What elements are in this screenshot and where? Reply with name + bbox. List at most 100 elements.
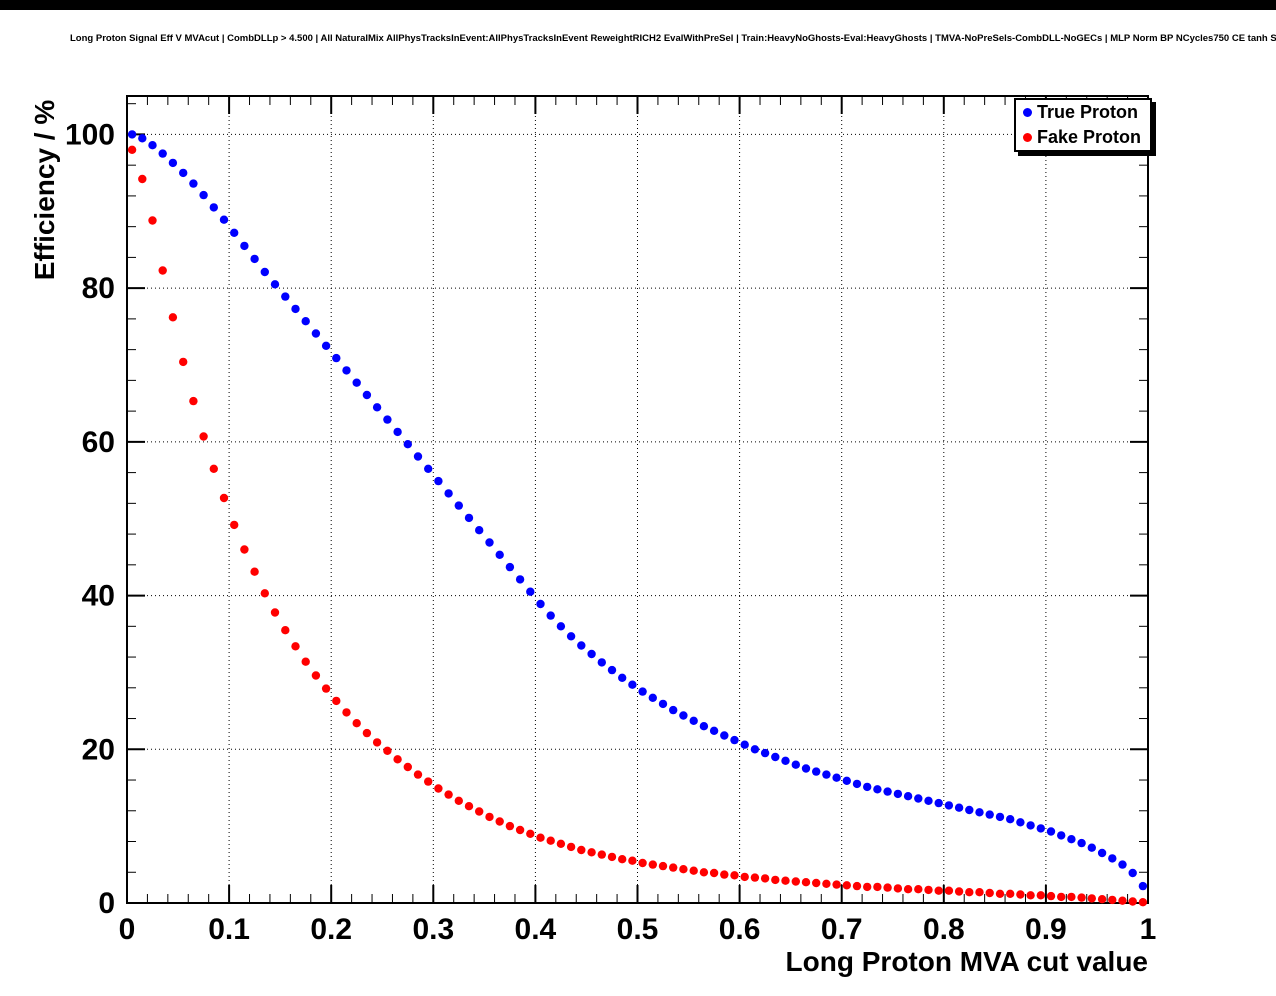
data-point (240, 241, 249, 251)
data-point (179, 357, 188, 367)
y-tick-label: 100 (65, 118, 115, 151)
x-tick-label: 0.8 (923, 913, 965, 946)
data-point (954, 803, 964, 812)
data-point (1006, 889, 1015, 898)
data-point (1118, 896, 1127, 905)
legend: True Proton Fake Proton (1014, 98, 1152, 152)
data-point (372, 738, 382, 747)
data-point (883, 883, 892, 892)
data-point (424, 464, 433, 473)
data-point (219, 215, 229, 224)
data-point (812, 767, 821, 776)
data-point (954, 887, 964, 896)
data-point (413, 770, 423, 779)
data-point (720, 731, 729, 740)
data-point (1087, 894, 1097, 903)
y-tick-label: 40 (82, 580, 115, 613)
data-point (863, 782, 872, 792)
data-point (393, 427, 402, 437)
data-point (556, 839, 566, 848)
data-point (669, 863, 678, 872)
x-tick-label: 0.6 (719, 913, 761, 946)
data-point (464, 513, 474, 523)
data-point (801, 764, 811, 773)
data-point (270, 280, 280, 289)
x-tick-label: 0.9 (1025, 913, 1067, 946)
data-point (791, 760, 800, 769)
x-tick-label: 0 (119, 913, 136, 946)
x-tick-label: 0.3 (412, 913, 454, 946)
data-point (628, 680, 637, 689)
data-point (863, 882, 872, 892)
data-point (383, 415, 392, 424)
data-point (281, 626, 290, 635)
data-point (648, 860, 657, 869)
data-point (740, 740, 749, 749)
y-tick-label: 0 (98, 887, 115, 920)
data-point (454, 796, 463, 805)
data-point (179, 168, 188, 178)
data-point (332, 353, 341, 363)
y-tick-label: 20 (82, 733, 115, 766)
y-axis-title: Efficiency / % (29, 99, 60, 281)
data-point (240, 545, 249, 554)
data-point (1067, 892, 1076, 902)
data-point (638, 858, 647, 868)
data-point (822, 770, 831, 779)
data-point (628, 856, 637, 865)
data-point (679, 711, 688, 720)
data-point (995, 889, 1005, 898)
legend-item-true-proton: True Proton (1016, 100, 1150, 125)
data-point (1128, 868, 1137, 878)
data-point (648, 693, 657, 702)
data-point (781, 756, 790, 765)
data-point (658, 861, 668, 871)
data-point (709, 868, 719, 878)
data-point (638, 687, 647, 696)
y-tick-label: 60 (82, 426, 115, 459)
data-point (791, 877, 800, 886)
data-point (903, 885, 913, 894)
data-point (372, 403, 382, 412)
data-point (546, 611, 555, 620)
data-point (270, 608, 280, 617)
data-point (464, 802, 474, 811)
data-point (321, 341, 331, 350)
data-point (1087, 843, 1097, 852)
data-point (536, 833, 545, 842)
data-point (1077, 893, 1086, 902)
data-point (965, 888, 974, 897)
data-point (1108, 854, 1117, 863)
plot-frame (126, 95, 1149, 904)
data-point (689, 866, 698, 875)
data-point (250, 254, 259, 264)
data-point (740, 872, 749, 882)
data-point (771, 875, 780, 885)
data-point (1077, 838, 1086, 848)
data-point (1026, 891, 1035, 900)
data-point (444, 790, 453, 799)
data-point (975, 888, 984, 897)
data-point (1046, 891, 1056, 901)
data-point (127, 130, 137, 139)
data-point (566, 632, 576, 641)
data-point (556, 622, 566, 631)
data-point (301, 317, 310, 326)
data-point (301, 657, 310, 666)
data-point (1026, 821, 1035, 830)
data-point (852, 779, 862, 789)
data-point (832, 880, 841, 889)
data-point (965, 805, 974, 815)
x-tick-label: 0.1 (208, 913, 250, 946)
data-point (699, 868, 709, 877)
data-point (138, 134, 147, 143)
data-point (1097, 848, 1107, 858)
data-point (413, 452, 423, 461)
data-point (587, 649, 596, 659)
y-tick-label: 80 (82, 272, 115, 305)
data-point (1057, 892, 1066, 902)
data-point (730, 871, 739, 880)
data-point (311, 671, 321, 680)
x-tick-label: 1 (1140, 913, 1157, 946)
